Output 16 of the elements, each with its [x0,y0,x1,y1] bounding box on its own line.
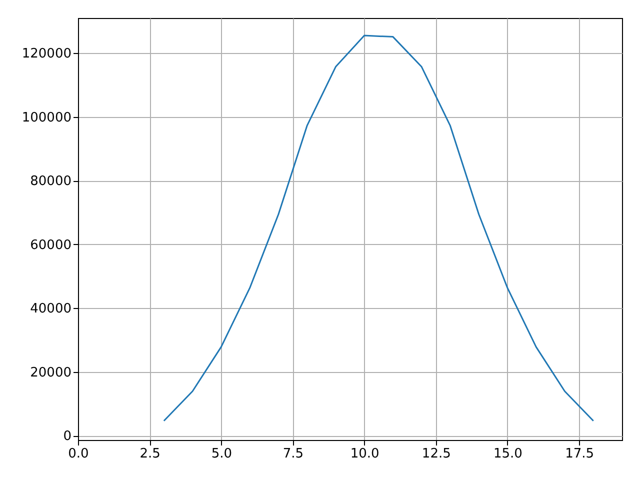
x-tick-label: 17.5 [565,446,594,462]
y-tick-label: 0 [63,429,72,444]
x-tick-label: 7.5 [282,446,304,462]
y-tick-label: 60000 [30,238,72,253]
x-tick-label: 10.0 [350,446,380,462]
y-tick-label: 120000 [22,46,72,62]
y-tick-label: 40000 [30,302,72,317]
x-tick-label: 2.5 [140,446,160,462]
x-tick-label: 15.0 [493,446,522,462]
y-tick-label: 80000 [30,174,72,190]
x-tick-label: 12.5 [422,446,451,462]
y-tick-label: 20000 [30,365,72,380]
x-tick-label: 0.0 [68,446,89,462]
line-series [163,34,594,422]
x-tick-label: 5.0 [211,446,232,462]
y-tick-label: 100000 [22,110,72,126]
